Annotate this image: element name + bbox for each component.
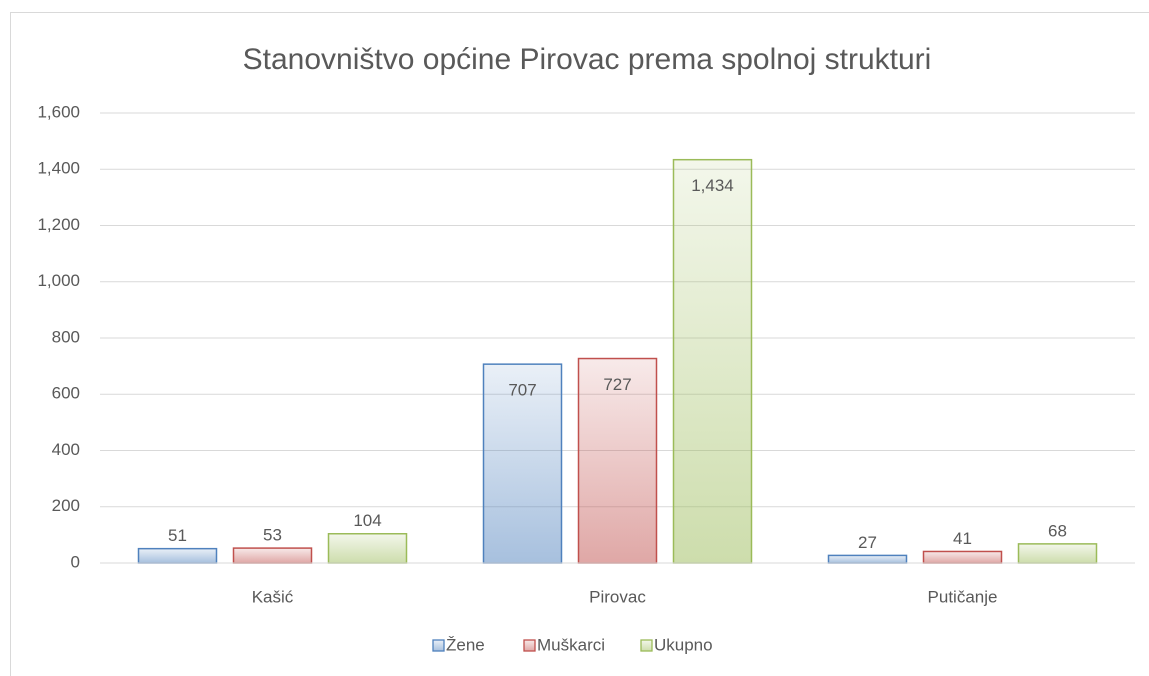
chart-frame <box>10 12 1149 676</box>
data-label: 1,434 <box>691 176 734 195</box>
data-label: 51 <box>168 526 187 545</box>
y-tick-label: 1,200 <box>37 215 80 234</box>
legend-swatch <box>523 639 536 652</box>
y-tick-label: 400 <box>52 440 80 459</box>
x-tick-label: Putičanje <box>928 587 998 606</box>
data-label: 27 <box>858 533 877 552</box>
bar <box>1017 543 1098 564</box>
legend-swatch <box>432 639 445 652</box>
legend-label: Muškarci <box>537 635 605 654</box>
data-label: 707 <box>508 381 536 400</box>
data-label: 41 <box>953 529 972 548</box>
bar <box>482 363 563 564</box>
y-tick-label: 1,600 <box>37 102 80 121</box>
y-tick-label: 200 <box>52 496 80 515</box>
data-label: 68 <box>1048 521 1067 540</box>
y-tick-label: 800 <box>52 327 80 346</box>
bar <box>232 547 313 564</box>
bar <box>827 554 908 564</box>
x-tick-label: Kašić <box>252 587 294 606</box>
x-tick-label: Pirovac <box>589 587 646 606</box>
y-tick-label: 600 <box>52 384 80 403</box>
chart-title: Stanovništvo općine Pirovac prema spolno… <box>243 43 932 76</box>
data-label: 727 <box>603 375 631 394</box>
legend-label: Ukupno <box>654 635 713 654</box>
bar <box>137 547 218 564</box>
legend-label: Žene <box>446 635 485 654</box>
bar <box>672 158 753 564</box>
y-tick-label: 0 <box>71 552 80 571</box>
legend-swatch <box>640 639 653 652</box>
y-tick-label: 1,400 <box>37 159 80 178</box>
data-label: 53 <box>263 526 282 545</box>
bar <box>922 550 1003 564</box>
y-tick-label: 1,000 <box>37 271 80 290</box>
data-label: 104 <box>353 511 381 530</box>
bar <box>327 533 408 564</box>
